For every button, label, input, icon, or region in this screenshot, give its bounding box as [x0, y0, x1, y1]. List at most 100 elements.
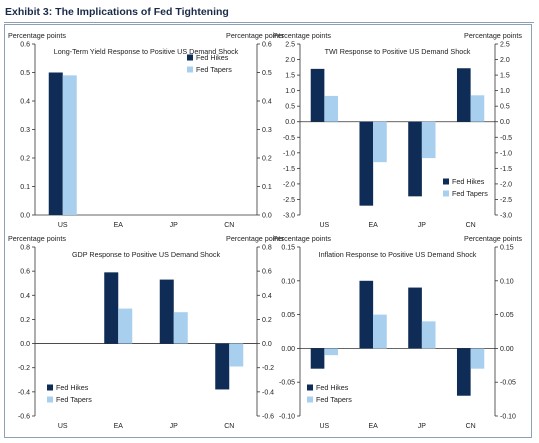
y-axis-label-left: Percentage points — [273, 234, 331, 243]
y-axis-label-left: Percentage points — [273, 31, 331, 40]
legend-label: Fed Tapers — [196, 65, 232, 74]
y-tick-label-right: 0.1 — [262, 184, 272, 191]
y-tick-label-left: 2.0 — [285, 57, 295, 64]
y-tick-label-left: 0.05 — [281, 312, 295, 319]
y-tick-label-right: 0.4 — [262, 99, 272, 106]
y-tick-label-right: -0.2 — [262, 365, 274, 372]
y-tick-label-left: 0.2 — [20, 317, 30, 324]
y-tick-label-right: 0.6 — [262, 42, 272, 49]
y-tick-label-left: -0.10 — [279, 414, 295, 421]
y-tick-label-left: 0.15 — [281, 245, 295, 252]
bar-fed-hikes-jp — [159, 279, 174, 344]
bar-fed-hikes-jp — [408, 287, 422, 349]
x-tick-label: CN — [466, 423, 476, 430]
y-tick-label-right: -1.5 — [500, 166, 512, 173]
y-axis-label-left: Percentage points — [8, 31, 66, 40]
bar-fed-hikes-ea — [104, 272, 119, 344]
y-tick-label-right: -1.0 — [500, 150, 512, 157]
legend-swatch — [47, 396, 53, 403]
y-tick-label-right: 2.0 — [500, 57, 510, 64]
bar-fed-tapers-ea — [373, 121, 387, 163]
y-tick-label-left: -0.5 — [283, 135, 295, 142]
chart-panel-2: TWI Response to Positive US Demand Shock… — [273, 31, 522, 229]
bar-fed-hikes-ea — [359, 280, 374, 349]
exhibit-title: Exhibit 3: The Implications of Fed Tight… — [5, 6, 229, 18]
y-tick-label-left: 0.6 — [20, 42, 30, 49]
y-tick-label-left: 0.5 — [20, 70, 30, 77]
chart-panel-1: Long-Term Yield Response to Positive US … — [8, 31, 284, 229]
bar-fed-tapers-us — [62, 75, 77, 215]
legend-label: Fed Tapers — [452, 189, 488, 198]
y-tick-label-left: 0.4 — [20, 99, 30, 106]
y-tick-label-right: 2.5 — [500, 42, 510, 49]
bar-fed-hikes-us — [48, 72, 63, 215]
y-tick-label-left: 0.8 — [20, 245, 30, 252]
y-tick-label-right: 0.4 — [262, 293, 272, 300]
x-tick-label: EA — [368, 222, 378, 229]
bar-fed-tapers-ea — [118, 308, 133, 344]
y-tick-label-left: 0.0 — [20, 213, 30, 220]
x-tick-label: EA — [368, 423, 378, 430]
bar-fed-tapers-cn — [470, 95, 485, 122]
bar-fed-tapers-ea — [373, 314, 387, 349]
x-tick-label: EA — [114, 423, 124, 430]
bar-fed-tapers-cn — [229, 343, 244, 367]
bar-fed-tapers-us — [324, 348, 339, 356]
y-axis-label-right: Percentage points — [226, 234, 284, 243]
bar-fed-tapers-jp — [421, 121, 436, 159]
legend-swatch — [443, 178, 449, 185]
legend-swatch — [187, 66, 193, 73]
legend-label: Fed Hikes — [316, 383, 349, 392]
legend-label: Fed Tapers — [316, 395, 352, 404]
y-tick-label-right: 0.8 — [262, 245, 272, 252]
chart-title: GDP Response to Positive US Demand Shock — [72, 250, 220, 259]
y-tick-label-right: 0.2 — [262, 156, 272, 163]
y-axis-label-right: Percentage points — [464, 234, 522, 243]
y-tick-label-left: -1.5 — [283, 166, 295, 173]
legend-swatch — [443, 190, 449, 197]
bar-fed-hikes-us — [310, 348, 325, 369]
y-tick-label-left: -0.2 — [18, 365, 30, 372]
y-tick-label-right: 0.3 — [262, 127, 272, 134]
y-tick-label-left: 0.0 — [285, 119, 295, 126]
y-tick-label-left: 0.5 — [285, 104, 295, 111]
x-tick-label: US — [320, 423, 330, 430]
y-axis-label-left: Percentage points — [8, 234, 66, 243]
y-tick-label-right: 0.15 — [500, 245, 514, 252]
y-tick-label-right: 1.0 — [500, 88, 510, 95]
bar-fed-hikes-cn — [456, 348, 471, 396]
bar-fed-hikes-jp — [408, 121, 422, 197]
y-tick-label-left: -1.0 — [283, 150, 295, 157]
legend-swatch — [47, 384, 53, 391]
y-tick-label-left: 0.6 — [20, 269, 30, 276]
chart-panel-4: Inflation Response to Positive US Demand… — [273, 234, 522, 430]
y-tick-label-right: -0.5 — [500, 135, 512, 142]
y-tick-label-left: -3.0 — [283, 213, 295, 220]
y-tick-label-left: -0.6 — [18, 414, 30, 421]
y-tick-label-left: 2.5 — [285, 42, 295, 49]
title-divider — [4, 22, 534, 23]
y-tick-label-left: 0.10 — [281, 278, 295, 285]
x-tick-label: JP — [170, 423, 179, 430]
x-tick-label: JP — [170, 222, 179, 229]
y-tick-label-right: -2.5 — [500, 197, 512, 204]
y-tick-label-right: 0.0 — [262, 213, 272, 220]
legend-swatch — [187, 54, 193, 61]
chart-title: TWI Response to Positive US Demand Shock — [325, 47, 471, 56]
bar-fed-tapers-jp — [173, 312, 188, 344]
y-tick-label-left: -0.4 — [18, 389, 30, 396]
y-tick-label-left: 0.00 — [281, 346, 295, 353]
bar-fed-hikes-ea — [359, 121, 374, 206]
y-tick-label-right: -0.10 — [500, 414, 516, 421]
y-tick-label-left: -0.05 — [279, 380, 295, 387]
y-tick-label-left: 0.2 — [20, 156, 30, 163]
bar-fed-tapers-jp — [421, 321, 436, 349]
y-tick-label-left: 0.3 — [20, 127, 30, 134]
legend-swatch — [307, 396, 313, 403]
legend-label: Fed Hikes — [56, 383, 89, 392]
y-tick-label-right: -0.05 — [500, 380, 516, 387]
y-tick-label-right: 0.05 — [500, 312, 514, 319]
y-axis-label-right: Percentage points — [464, 31, 522, 40]
legend-swatch — [307, 384, 313, 391]
chart-frame — [4, 24, 532, 438]
